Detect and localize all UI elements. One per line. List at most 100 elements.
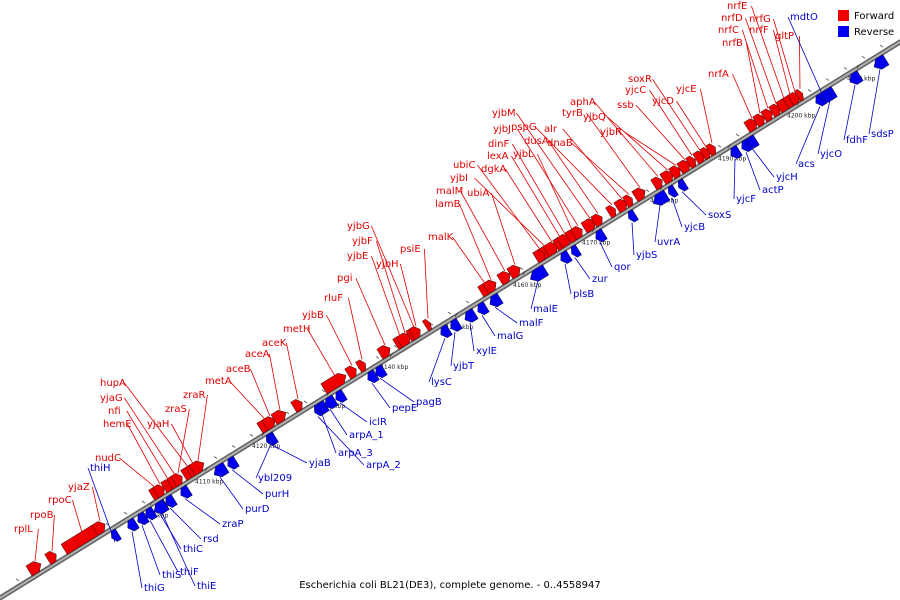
- gene-label-dnab[interactable]: dnaB: [547, 138, 573, 149]
- gene-label-lysc[interactable]: lysC: [431, 377, 452, 388]
- gene-label-arpa_3[interactable]: arpA_3: [338, 448, 373, 459]
- forward-gene-arrow[interactable]: [320, 370, 349, 395]
- forward-gene-arrow[interactable]: [422, 318, 433, 332]
- gene-label-psie[interactable]: psiE: [400, 244, 421, 255]
- forward-gene-arrow[interactable]: [44, 549, 60, 565]
- reverse-gene-arrow[interactable]: [871, 54, 890, 73]
- gene-label-yjbb[interactable]: yjbB: [302, 310, 324, 321]
- gene-label-yjbq[interactable]: yjbQ: [583, 112, 606, 123]
- gene-label-zras[interactable]: zraS: [165, 404, 187, 415]
- forward-gene-arrow[interactable]: [794, 88, 805, 102]
- reverse-gene-arrow[interactable]: [322, 394, 339, 412]
- forward-gene-arrow[interactable]: [188, 458, 207, 476]
- reverse-gene-arrow[interactable]: [558, 249, 573, 265]
- gene-label-soxs[interactable]: soxS: [708, 210, 731, 221]
- forward-gene-arrow[interactable]: [760, 107, 776, 123]
- reverse-gene-arrow[interactable]: [438, 324, 453, 339]
- reverse-gene-arrow[interactable]: [143, 506, 158, 522]
- gene-label-alr[interactable]: alr: [544, 124, 558, 135]
- gene-label-zrar[interactable]: zraR: [183, 390, 205, 401]
- forward-gene-arrow[interactable]: [685, 154, 698, 169]
- gene-label-actp[interactable]: actP: [762, 185, 784, 196]
- reverse-gene-arrow[interactable]: [135, 511, 150, 527]
- gene-label-nrfe[interactable]: nrfE: [727, 1, 747, 12]
- reverse-gene-arrow[interactable]: [665, 184, 679, 199]
- gene-label-thic[interactable]: thiC: [183, 544, 203, 555]
- forward-gene-arrow[interactable]: [482, 277, 500, 295]
- gene-label-malg[interactable]: malG: [497, 331, 523, 342]
- gene-label-hupa[interactable]: hupA: [100, 378, 126, 389]
- reverse-gene-arrow[interactable]: [265, 431, 279, 446]
- reverse-gene-arrow[interactable]: [650, 189, 671, 209]
- gene-label-yjbi[interactable]: yjbI: [450, 173, 468, 184]
- gene-label-zrap[interactable]: zraP: [222, 519, 244, 530]
- gene-label-yjbr[interactable]: yjbR: [600, 127, 622, 138]
- gene-label-yjah[interactable]: yjaH: [147, 419, 169, 430]
- reverse-gene-arrow[interactable]: [365, 369, 380, 384]
- gene-label-nrfc[interactable]: nrfC: [718, 25, 739, 36]
- gene-label-malf[interactable]: malF: [519, 318, 544, 329]
- reverse-gene-arrow[interactable]: [333, 388, 348, 404]
- reverse-gene-arrow[interactable]: [568, 244, 582, 259]
- reverse-gene-arrow[interactable]: [151, 499, 170, 517]
- reverse-gene-arrow[interactable]: [625, 209, 639, 223]
- gene-label-pspg[interactable]: pspG: [511, 122, 537, 133]
- gene-label-nrfg[interactable]: nrfG: [749, 14, 771, 25]
- forward-gene-arrow[interactable]: [622, 193, 635, 208]
- forward-gene-arrow[interactable]: [532, 248, 548, 264]
- gene-label-soxr[interactable]: soxR: [628, 74, 652, 85]
- gene-label-acea[interactable]: aceA: [245, 349, 270, 360]
- gene-label-pgi[interactable]: pgi: [337, 273, 352, 284]
- gene-label-purh[interactable]: purH: [265, 489, 289, 500]
- reverse-gene-arrow[interactable]: [178, 484, 193, 500]
- gene-label-dgka[interactable]: dgkA: [481, 164, 506, 175]
- gene-label-dusa[interactable]: dusA: [524, 136, 549, 147]
- gene-label-yjbg[interactable]: yjbG: [347, 221, 370, 232]
- reverse-gene-arrow[interactable]: [675, 178, 689, 192]
- reverse-gene-arrow[interactable]: [527, 264, 550, 285]
- forward-gene-arrow[interactable]: [631, 185, 649, 203]
- gene-label-nudc[interactable]: nudC: [95, 453, 121, 464]
- gene-label-acek[interactable]: aceK: [262, 338, 287, 349]
- gene-label-yjbj[interactable]: yjbJ: [493, 124, 511, 135]
- forward-gene-arrow[interactable]: [752, 112, 768, 128]
- gene-label-nrfd[interactable]: nrfD: [721, 13, 743, 24]
- gene-label-uvra[interactable]: uvrA: [657, 237, 680, 248]
- gene-label-yjcc[interactable]: yjcC: [625, 85, 646, 96]
- gene-label-meta[interactable]: metA: [205, 376, 232, 387]
- gene-label-nrfa[interactable]: nrfA: [708, 69, 729, 80]
- gene-label-tyrb[interactable]: tyrB: [562, 108, 583, 119]
- gene-label-acs[interactable]: acs: [798, 159, 815, 170]
- forward-gene-arrow[interactable]: [768, 102, 784, 118]
- gene-label-lamb[interactable]: lamB: [435, 199, 461, 210]
- gene-label-arpa_1[interactable]: arpA_1: [349, 430, 384, 441]
- gene-label-iclr[interactable]: iclR: [369, 417, 387, 428]
- gene-label-thie[interactable]: thiE: [197, 581, 216, 592]
- forward-gene-arrow[interactable]: [91, 519, 109, 536]
- gene-label-nrff[interactable]: nrfF: [749, 25, 769, 36]
- gene-label-ubia[interactable]: ubiA: [467, 188, 489, 199]
- reverse-gene-arrow[interactable]: [847, 70, 864, 88]
- gene-label-yjbl[interactable]: yjbL: [513, 149, 534, 160]
- gene-label-rpoc[interactable]: rpoC: [48, 495, 72, 506]
- gene-label-rpob[interactable]: rpoB: [30, 510, 54, 521]
- forward-gene-arrow[interactable]: [270, 407, 289, 426]
- gene-label-xyle[interactable]: xylE: [476, 346, 497, 357]
- forward-gene-arrow[interactable]: [408, 324, 424, 341]
- forward-gene-arrow[interactable]: [376, 343, 394, 360]
- forward-gene-arrow[interactable]: [25, 559, 44, 577]
- gene-label-yjcd[interactable]: yjcD: [652, 96, 674, 107]
- reverse-gene-arrow[interactable]: [487, 292, 504, 310]
- reverse-gene-arrow[interactable]: [593, 228, 608, 244]
- gene-label-heme[interactable]: hemE: [103, 419, 132, 430]
- gene-label-ssb[interactable]: ssb: [617, 100, 634, 111]
- gene-label-male[interactable]: malE: [533, 304, 558, 315]
- gene-label-yjbm[interactable]: yjbM: [492, 108, 516, 119]
- gene-label-yjbf[interactable]: yjbF: [352, 236, 373, 247]
- gene-label-sdsp[interactable]: sdsP: [871, 129, 894, 140]
- forward-gene-arrow[interactable]: [605, 204, 618, 219]
- gene-label-fdhf[interactable]: fdhF: [846, 135, 868, 146]
- forward-gene-arrow[interactable]: [290, 397, 306, 413]
- reverse-gene-arrow[interactable]: [373, 364, 388, 380]
- gene-label-dinf[interactable]: dinF: [488, 139, 509, 150]
